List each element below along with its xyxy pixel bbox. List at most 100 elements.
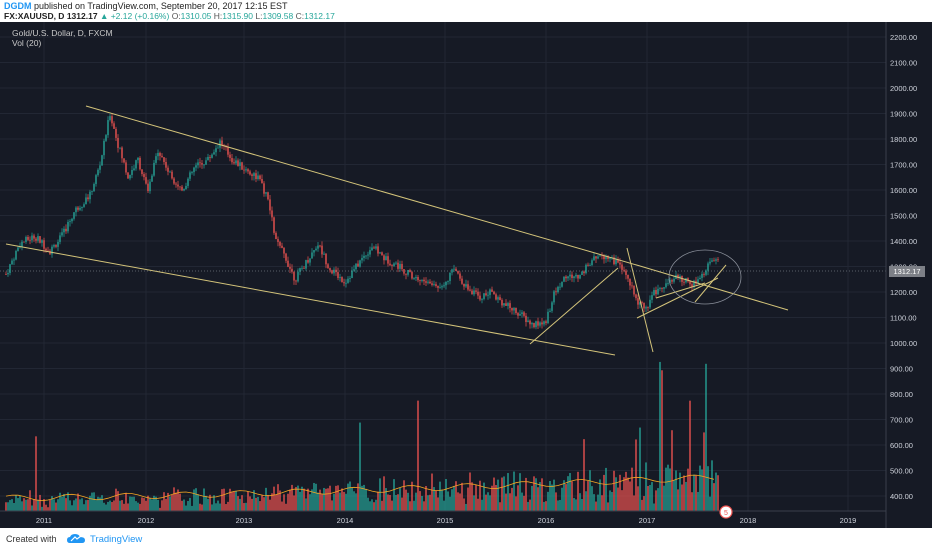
candle-body: [227, 147, 229, 155]
candle-body: [165, 161, 167, 168]
volume-bar: [273, 486, 275, 511]
chart-area[interactable]: 2200.00 2100.00 2000.00 1900.00 1800.00 1700.…: [0, 22, 932, 528]
candle-body: [589, 265, 591, 266]
volume-bar: [427, 495, 429, 511]
volume-bar: [705, 363, 707, 511]
volume-bar: [445, 478, 447, 511]
candle-body: [361, 257, 363, 261]
volume-bar: [159, 507, 161, 511]
candle-body: [531, 322, 533, 325]
candle-body: [71, 218, 73, 222]
volume-bar: [353, 491, 355, 511]
volume-bar: [489, 495, 491, 511]
volume-bar: [107, 501, 109, 511]
volume-bar: [685, 481, 687, 511]
volume-bar: [227, 501, 229, 511]
tradingview-brand[interactable]: TradingView: [90, 534, 143, 545]
tradingview-cloud-icon[interactable]: [66, 533, 86, 545]
candle-body: [191, 172, 193, 173]
volume-bar: [49, 499, 51, 511]
candle-body: [183, 189, 185, 191]
volume-bar: [573, 498, 575, 511]
candle-body: [627, 274, 629, 279]
candle-body: [489, 289, 491, 295]
candle-body: [603, 255, 605, 260]
candle-body: [387, 256, 389, 264]
time-axis[interactable]: 2011 2012 2013 2014 2015 2016 2017 2018 2019: [36, 516, 856, 525]
candle-body: [59, 235, 61, 242]
price-change: ▲ +2.12 (+0.16%): [99, 11, 170, 21]
volume-indicator-label[interactable]: Vol (20): [12, 38, 42, 48]
candle-body: [169, 171, 171, 173]
candle-body: [93, 183, 95, 192]
volume-bar: [177, 489, 179, 511]
volume-bar: [461, 482, 463, 511]
volume-bar: [383, 476, 385, 511]
candle-body: [617, 259, 619, 263]
volume-bar: [623, 477, 625, 511]
volume-bar: [683, 475, 685, 511]
volume-bar: [183, 499, 185, 511]
volume-bar: [211, 504, 213, 511]
candle-body: [69, 221, 71, 223]
drop-line[interactable]: [626, 247, 654, 353]
author-link[interactable]: DGDM: [4, 1, 32, 11]
candle-body: [127, 172, 129, 179]
open-value: 1310.05: [180, 11, 212, 21]
volume-bar: [65, 498, 67, 511]
candle-body: [399, 263, 401, 269]
candle-body: [167, 167, 169, 172]
wedge-upper-line[interactable]: [636, 277, 719, 319]
candle-body: [145, 177, 147, 184]
candle-body: [339, 277, 341, 278]
volume-bar: [31, 505, 33, 511]
volume-bar: [261, 495, 263, 511]
candle-body: [5, 274, 7, 275]
volume-bar: [365, 488, 367, 511]
upper-trendline-extension[interactable]: [639, 265, 789, 311]
price-chart[interactable]: 2200.00 2100.00 2000.00 1900.00 1800.00 1700.…: [0, 22, 932, 528]
volume-bar: [175, 492, 177, 511]
candle-body: [641, 302, 643, 304]
volume-bar: [621, 490, 623, 511]
volume-bar: [491, 485, 493, 511]
highlight-ellipse[interactable]: [668, 249, 742, 305]
volume-bar: [591, 486, 593, 511]
volume-bar: [501, 477, 503, 511]
volume-bar: [241, 495, 243, 511]
rising-support-line[interactable]: [529, 267, 619, 345]
volume-bar: [493, 477, 495, 511]
events-badge[interactable]: 5: [719, 505, 733, 519]
price-axis[interactable]: 2200.00 2100.00 2000.00 1900.00 1800.00 1700.…: [890, 33, 917, 501]
candle-body: [417, 277, 419, 281]
volume-bar: [163, 492, 165, 511]
volume-bar: [259, 501, 261, 511]
candle-body: [371, 247, 373, 251]
volume-bar: [531, 485, 533, 511]
symbol-description: Gold/U.S. Dollar, D, FXCM: [12, 28, 113, 38]
candle-body: [35, 238, 37, 241]
volume-bar: [35, 436, 37, 511]
candle-body: [709, 261, 711, 264]
candle-body: [201, 163, 203, 165]
price-tick-label: 400.00: [890, 492, 913, 501]
volume-bar: [61, 496, 63, 511]
candle-body: [83, 204, 85, 207]
volume-bar: [697, 491, 699, 511]
upper-trendline[interactable]: [85, 105, 641, 267]
volume-bar: [469, 472, 471, 511]
candle-body: [407, 269, 409, 275]
candle-body: [609, 257, 611, 259]
events-badge-circle[interactable]: [719, 505, 733, 519]
volume-bar: [631, 467, 633, 511]
lower-trendline[interactable]: [5, 243, 616, 356]
candle-body: [663, 287, 665, 289]
symbol-label: FX:XAUUSD, D: [4, 11, 65, 21]
price-tick-label: 700.00: [890, 416, 913, 425]
volume-bar: [587, 481, 589, 511]
wedge-lower-line[interactable]: [655, 282, 706, 299]
volume-bar: [369, 501, 371, 511]
volume-bar: [375, 499, 377, 511]
volume-bar: [337, 485, 339, 511]
candle-body: [519, 313, 521, 316]
